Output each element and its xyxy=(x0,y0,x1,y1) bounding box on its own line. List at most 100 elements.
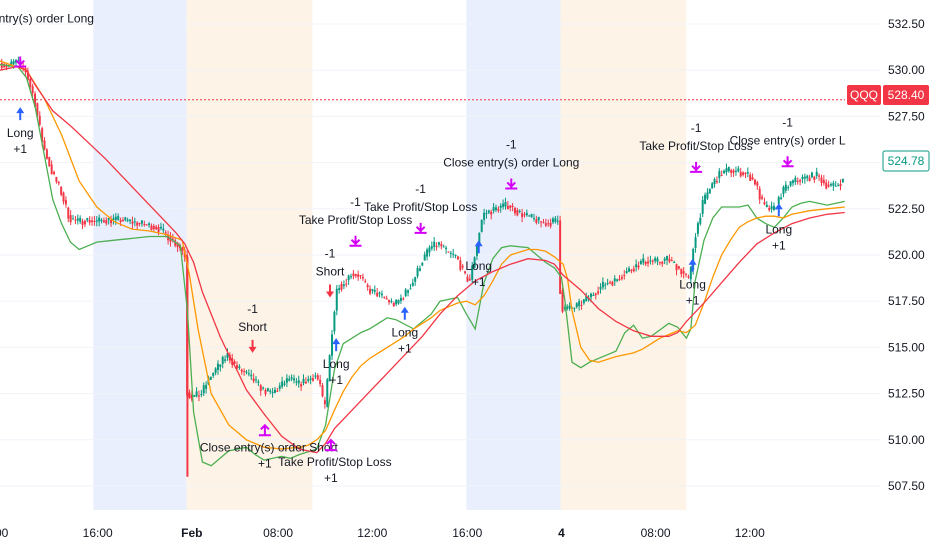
candle-body xyxy=(780,197,783,200)
candle-body xyxy=(216,363,219,370)
candle-body xyxy=(69,215,72,223)
candle-body xyxy=(746,172,749,174)
candle-body xyxy=(701,199,704,214)
candle-body xyxy=(171,238,174,240)
candle-body xyxy=(547,223,550,225)
candle-body xyxy=(100,219,103,221)
candle-body xyxy=(803,176,806,179)
candle-body xyxy=(148,223,151,226)
signal-label: Short xyxy=(316,265,345,279)
indicator-line-1 xyxy=(0,60,845,450)
candle-body xyxy=(205,384,208,389)
signal-label: Long xyxy=(765,222,792,236)
signal-label: Close entry(s) order L xyxy=(730,133,846,147)
signal-qty: -1 xyxy=(415,182,426,196)
candle-body xyxy=(628,268,631,272)
candle-body xyxy=(452,253,455,255)
candle-body xyxy=(164,232,167,234)
candle-body xyxy=(544,223,547,226)
candle-body xyxy=(55,176,58,182)
candle-body xyxy=(105,219,108,224)
indicator-lines xyxy=(0,60,845,467)
candle-body xyxy=(699,217,702,224)
candle-body xyxy=(673,261,676,263)
candle-body xyxy=(83,220,86,225)
candle-body xyxy=(649,260,652,262)
candle-body xyxy=(456,256,459,260)
signal-label: Long xyxy=(323,357,350,371)
candle-body xyxy=(110,219,113,224)
candle-body xyxy=(761,196,764,199)
candle-body xyxy=(98,217,101,222)
candle-body xyxy=(568,305,571,309)
candle-body xyxy=(378,292,381,294)
candle-body xyxy=(523,214,526,216)
candle-body xyxy=(433,241,436,247)
candle-body xyxy=(723,170,726,174)
signal-label: Long xyxy=(679,278,706,292)
candle-body xyxy=(737,168,740,172)
candle-body xyxy=(29,78,32,87)
candle-body xyxy=(490,211,493,215)
exit-marker-icon xyxy=(414,222,427,234)
candle-body xyxy=(549,222,552,227)
candle-body xyxy=(212,372,215,376)
candle-body xyxy=(34,93,37,107)
candle-body xyxy=(685,273,688,275)
exit-marker-icon xyxy=(324,438,337,452)
candle-body xyxy=(599,286,602,290)
candle-body xyxy=(473,257,476,268)
candle-body xyxy=(371,289,374,291)
candle-body xyxy=(326,379,329,407)
candle-body xyxy=(402,298,405,300)
candle-body xyxy=(611,281,614,286)
candle-body xyxy=(637,265,640,268)
candle-body xyxy=(162,228,165,231)
candle-body xyxy=(233,361,236,364)
candle-body xyxy=(136,222,139,226)
candle-body xyxy=(715,181,718,183)
candle-body xyxy=(787,187,790,189)
candle-body xyxy=(687,276,690,278)
candle-body xyxy=(784,184,787,191)
candle-body xyxy=(107,218,110,220)
time-axis[interactable]: :00 16:00 Feb 08:00 12:00 16:00 4 08:00 12:00 xyxy=(0,526,765,540)
candle-body xyxy=(647,261,650,264)
signal-qty: +1 xyxy=(329,373,343,387)
candle-body xyxy=(380,293,383,296)
candle-body xyxy=(390,301,393,303)
candle-body xyxy=(466,276,469,282)
candle-body xyxy=(428,247,431,253)
exit-marker-icon xyxy=(690,161,703,173)
candle-body xyxy=(316,375,319,380)
candle-body xyxy=(43,140,46,150)
candle-body xyxy=(487,210,490,213)
candle-body xyxy=(338,288,341,290)
candle-body xyxy=(578,301,581,307)
candle-body xyxy=(304,382,307,384)
candle-body xyxy=(352,273,355,277)
candle-body xyxy=(112,218,115,220)
candle-body xyxy=(114,216,117,220)
candle-body xyxy=(449,252,452,254)
candle-body xyxy=(209,377,212,380)
candle-body xyxy=(696,223,699,234)
signal-label: Close entry(s) order Long xyxy=(443,155,579,169)
candle-body xyxy=(635,264,638,268)
long-arrow-icon xyxy=(332,338,341,352)
candle-body xyxy=(663,258,666,261)
candle-body xyxy=(801,176,804,180)
candle-body xyxy=(124,217,127,221)
y-tick-label: 507.50 xyxy=(888,479,925,493)
candle-body xyxy=(41,128,44,142)
candle-body xyxy=(525,212,528,216)
signal-qty: -1 xyxy=(350,195,361,209)
candle-body xyxy=(202,385,205,394)
candle-body xyxy=(670,260,673,262)
candle-body xyxy=(756,182,759,186)
signal-label: Take Profit/Stop Loss xyxy=(364,200,477,214)
candle-body xyxy=(511,205,514,207)
x-tick-label: Feb xyxy=(181,526,202,540)
candle-body xyxy=(468,279,471,281)
